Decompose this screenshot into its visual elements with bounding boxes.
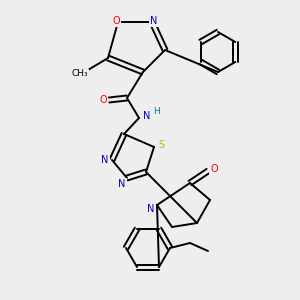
Text: CH₃: CH₃	[72, 70, 88, 79]
Text: H: H	[153, 107, 159, 116]
Text: S: S	[158, 140, 164, 150]
Text: N: N	[101, 155, 109, 165]
Text: O: O	[99, 95, 107, 105]
Text: N: N	[150, 16, 158, 26]
Text: O: O	[112, 16, 120, 26]
Text: O: O	[210, 164, 218, 174]
Text: N: N	[118, 179, 126, 189]
Text: N: N	[147, 204, 155, 214]
Text: N: N	[143, 111, 151, 121]
